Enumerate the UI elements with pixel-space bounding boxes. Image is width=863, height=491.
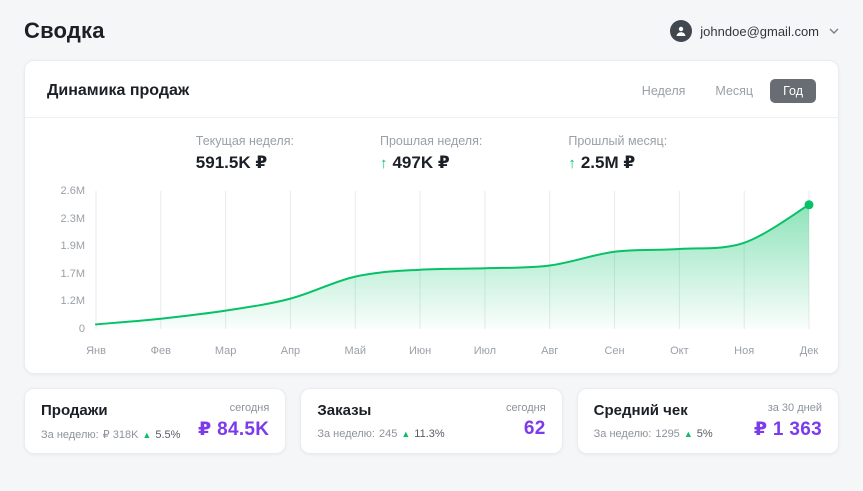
x-axis-label: Янв <box>86 345 106 357</box>
metric-value: ₽ 1 363 <box>753 419 822 440</box>
metric-label: за 30 дней <box>767 402 822 414</box>
weekly-label: За неделю: <box>593 428 652 440</box>
summary-card-title: Заказы <box>317 402 372 419</box>
page-title: Сводка <box>24 18 105 43</box>
topbar: Сводка johndoe@gmail.com <box>24 18 839 44</box>
x-axis-label: Июн <box>408 345 432 357</box>
y-axis-label: 0 <box>78 323 85 335</box>
tab-month[interactable]: Месяц <box>702 79 766 103</box>
account-email: johndoe@gmail.com <box>700 23 819 39</box>
card-title: Динамика продаж <box>47 82 190 99</box>
card-header: Динамика продаж Неделя Месяц Год <box>25 61 838 117</box>
x-axis-label: Мар <box>214 345 237 357</box>
weekly-stat: За неделю: ₽ 318K ▲ 5.5% <box>41 428 181 442</box>
y-axis-label: 1.9M <box>60 240 85 253</box>
weekly-value: 1295 <box>655 428 680 440</box>
stat-label: Прошлая неделя: <box>379 134 483 148</box>
delta-value: 5% <box>696 428 713 440</box>
period-tabs: Неделя Месяц Год <box>629 79 816 103</box>
x-axis-label: Май <box>344 345 367 357</box>
x-axis-label: Фев <box>150 345 171 357</box>
y-axis-label: 1.7M <box>60 267 85 280</box>
series-line <box>95 203 810 326</box>
summary-card-left: Продажи За неделю: ₽ 318K ▲ 5.5% <box>41 402 180 441</box>
chevron-down-icon <box>829 28 839 34</box>
y-axis-label: 1.2M <box>60 295 85 308</box>
summary-card-left: Заказы За неделю: 245 ▲ 11.3% <box>317 402 444 441</box>
weekly-label: За неделю: <box>317 428 375 440</box>
summary-card-right: за 30 дней ₽ 1 363 <box>754 402 822 441</box>
summary-card-right: сегодня ₽ 84.5K <box>198 402 269 441</box>
summary-card-right: сегодня 62 <box>506 402 546 441</box>
up-arrow-icon: ↑ <box>379 154 388 172</box>
tab-week[interactable]: Неделя <box>629 79 699 103</box>
stat-value: 591.5K ₽ <box>196 153 294 173</box>
x-axis-label: Июл <box>473 345 497 357</box>
summary-card-orders: Заказы За неделю: 245 ▲ 11.3% сегодня 62 <box>300 388 563 454</box>
end-point-dot <box>804 200 814 210</box>
metric-label: сегодня <box>229 402 270 414</box>
stat-label: Текущая неделя: <box>195 134 294 148</box>
metric-label: сегодня <box>505 402 546 414</box>
weekly-label: За неделю: <box>41 428 99 441</box>
stat-current-week: Текущая неделя: 591.5K ₽ <box>196 134 294 173</box>
up-arrow-icon: ↑ <box>568 154 576 172</box>
stat-amount: 591.5K ₽ <box>195 153 268 172</box>
tab-year[interactable]: Год <box>770 79 816 103</box>
summary-card-sales: Продажи За неделю: ₽ 318K ▲ 5.5% сегодня… <box>24 388 287 454</box>
stat-last-month: Прошлый месяц: ↑ 2.5M ₽ <box>568 134 667 173</box>
x-axis-label: Апр <box>280 345 301 357</box>
triangle-up-icon: ▲ <box>401 429 411 439</box>
user-avatar-icon <box>670 20 693 42</box>
stat-amount: 497K ₽ <box>392 153 450 172</box>
weekly-value: ₽ 318K <box>102 429 139 441</box>
x-axis-label: Окт <box>670 345 689 357</box>
stat-label: Прошлый месяц: <box>568 134 668 148</box>
weekly-value: 245 <box>379 428 398 440</box>
x-axis-label: Ноя <box>734 345 755 357</box>
stat-value: ↑ 497K ₽ <box>380 153 482 173</box>
area-fill <box>96 204 809 329</box>
stat-value: ↑ 2.5M ₽ <box>568 153 667 173</box>
summary-card-average-check: Средний чек За неделю: 1295 ▲ 5% за 30 д… <box>576 388 839 454</box>
sales-dynamics-card: Динамика продаж Неделя Месяц Год Текущая… <box>24 60 839 374</box>
delta-value: 11.3% <box>414 428 445 440</box>
stat-amount: 2.5M ₽ <box>580 153 636 172</box>
metric-value: 62 <box>523 418 546 439</box>
stat-last-week: Прошлая неделя: ↑ 497K ₽ <box>380 134 482 173</box>
triangle-up-icon: ▲ <box>683 429 693 439</box>
card-divider <box>25 117 838 118</box>
sales-chart-svg <box>95 191 814 329</box>
metric-value: ₽ 84.5K <box>198 419 270 440</box>
account-menu[interactable]: johndoe@gmail.com <box>670 20 839 42</box>
x-axis-label: Сен <box>604 345 625 357</box>
summary-card-left: Средний чек За неделю: 1295 ▲ 5% <box>594 402 713 441</box>
x-axis-label: Дек <box>799 345 819 357</box>
y-axis-label: 2.6M <box>60 185 85 197</box>
stats-row: Текущая неделя: 591.5K ₽ Прошлая неделя:… <box>25 118 838 175</box>
delta-value: 5.5% <box>155 428 181 441</box>
x-axis-label: Авг <box>541 345 559 357</box>
summary-card-title: Средний чек <box>593 402 688 419</box>
weekly-stat: За неделю: 1295 ▲ 5% <box>594 428 713 440</box>
dashboard-page: Сводка johndoe@gmail.com Динамика продаж… <box>24 18 839 454</box>
weekly-stat: За неделю: 245 ▲ 11.3% <box>317 428 444 440</box>
y-axis-label: 2.3M <box>60 212 85 225</box>
triangle-up-icon: ▲ <box>142 429 152 440</box>
summary-card-title: Продажи <box>41 402 108 419</box>
sales-chart: 0 1.2M 1.7M 1.9M 2.3M 2.6M Янв Фев Мар Апр Май Июн И… <box>25 175 838 373</box>
summary-cards-row: Продажи За неделю: ₽ 318K ▲ 5.5% сегодня… <box>24 388 839 454</box>
